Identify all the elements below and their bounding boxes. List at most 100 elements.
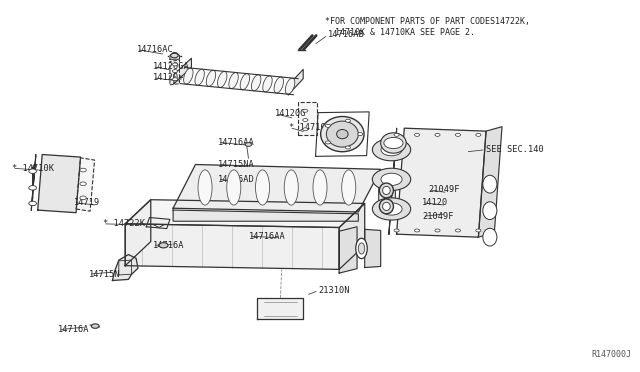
Text: * 14710K: * 14710K — [12, 164, 54, 173]
Circle shape — [358, 133, 363, 136]
Text: 14715NA: 14715NA — [218, 160, 255, 169]
Ellipse shape — [206, 70, 216, 86]
Polygon shape — [113, 254, 138, 280]
Circle shape — [476, 229, 481, 232]
Text: 14716A: 14716A — [58, 325, 90, 334]
Ellipse shape — [356, 238, 367, 259]
Circle shape — [303, 119, 308, 122]
Circle shape — [476, 134, 481, 137]
Circle shape — [171, 53, 178, 58]
Circle shape — [394, 134, 399, 137]
Ellipse shape — [383, 202, 390, 211]
Polygon shape — [174, 58, 191, 84]
Polygon shape — [170, 60, 179, 85]
Circle shape — [92, 324, 99, 328]
Polygon shape — [257, 298, 303, 320]
Circle shape — [381, 144, 402, 156]
Ellipse shape — [218, 71, 227, 87]
Ellipse shape — [227, 170, 241, 205]
Ellipse shape — [285, 78, 295, 94]
Text: * 14722K: * 14722K — [103, 219, 145, 228]
Ellipse shape — [195, 69, 204, 85]
Polygon shape — [125, 200, 151, 266]
Circle shape — [303, 128, 308, 131]
Ellipse shape — [380, 199, 394, 214]
Polygon shape — [125, 200, 365, 228]
Text: 21049F: 21049F — [429, 185, 460, 194]
Text: 14716A: 14716A — [153, 241, 184, 250]
Text: 21049F: 21049F — [422, 212, 454, 221]
Ellipse shape — [342, 170, 356, 205]
Circle shape — [173, 78, 177, 81]
Text: 14120: 14120 — [422, 198, 449, 207]
Circle shape — [384, 137, 403, 148]
Circle shape — [303, 109, 308, 112]
Text: 21310N: 21310N — [319, 286, 350, 295]
Ellipse shape — [184, 68, 193, 84]
Polygon shape — [298, 102, 317, 135]
Polygon shape — [379, 183, 396, 213]
Text: 14715N: 14715N — [89, 270, 120, 279]
Ellipse shape — [255, 170, 269, 205]
Polygon shape — [288, 69, 303, 95]
Polygon shape — [397, 128, 486, 237]
Circle shape — [29, 201, 36, 206]
Circle shape — [80, 168, 86, 172]
Circle shape — [29, 169, 36, 173]
Ellipse shape — [483, 175, 497, 193]
Polygon shape — [170, 52, 179, 59]
Text: SEE SEC.140: SEE SEC.140 — [486, 145, 544, 154]
Circle shape — [159, 243, 168, 248]
Ellipse shape — [358, 243, 365, 254]
Ellipse shape — [313, 170, 327, 205]
Circle shape — [372, 168, 411, 190]
Polygon shape — [339, 203, 365, 269]
Ellipse shape — [229, 73, 238, 89]
Text: * 14710KA: * 14710KA — [289, 123, 337, 132]
Text: 14120+A: 14120+A — [153, 73, 189, 82]
Polygon shape — [147, 218, 170, 229]
Ellipse shape — [263, 76, 272, 92]
Circle shape — [456, 134, 461, 137]
Circle shape — [394, 229, 399, 232]
Ellipse shape — [240, 74, 250, 90]
Circle shape — [435, 134, 440, 137]
Ellipse shape — [337, 129, 348, 139]
Circle shape — [381, 203, 402, 215]
Circle shape — [372, 138, 411, 161]
Polygon shape — [173, 210, 358, 221]
Circle shape — [325, 141, 330, 144]
Circle shape — [381, 173, 402, 186]
Polygon shape — [125, 224, 339, 269]
Ellipse shape — [321, 116, 364, 152]
Ellipse shape — [381, 133, 406, 153]
Ellipse shape — [380, 183, 394, 198]
Ellipse shape — [483, 228, 497, 246]
Ellipse shape — [198, 170, 212, 205]
Text: 14120GA: 14120GA — [153, 62, 189, 71]
Text: 14716AD: 14716AD — [218, 175, 255, 184]
Polygon shape — [478, 127, 502, 237]
Circle shape — [346, 119, 351, 122]
Text: 14719: 14719 — [74, 198, 100, 207]
Circle shape — [245, 142, 252, 146]
Text: 14716AA: 14716AA — [248, 231, 285, 241]
Ellipse shape — [383, 186, 390, 195]
Circle shape — [415, 134, 420, 137]
Polygon shape — [365, 230, 381, 267]
Circle shape — [29, 186, 36, 190]
Circle shape — [456, 229, 461, 232]
Text: 14120G: 14120G — [275, 109, 307, 118]
Ellipse shape — [284, 170, 298, 205]
Ellipse shape — [252, 75, 261, 91]
Circle shape — [372, 198, 411, 220]
Polygon shape — [38, 154, 81, 213]
Ellipse shape — [483, 202, 497, 219]
Polygon shape — [389, 128, 397, 234]
Circle shape — [80, 182, 86, 186]
Circle shape — [173, 63, 177, 66]
Circle shape — [415, 229, 420, 232]
Circle shape — [173, 70, 177, 73]
Circle shape — [325, 124, 330, 127]
Text: 14716AB: 14716AB — [328, 30, 365, 39]
